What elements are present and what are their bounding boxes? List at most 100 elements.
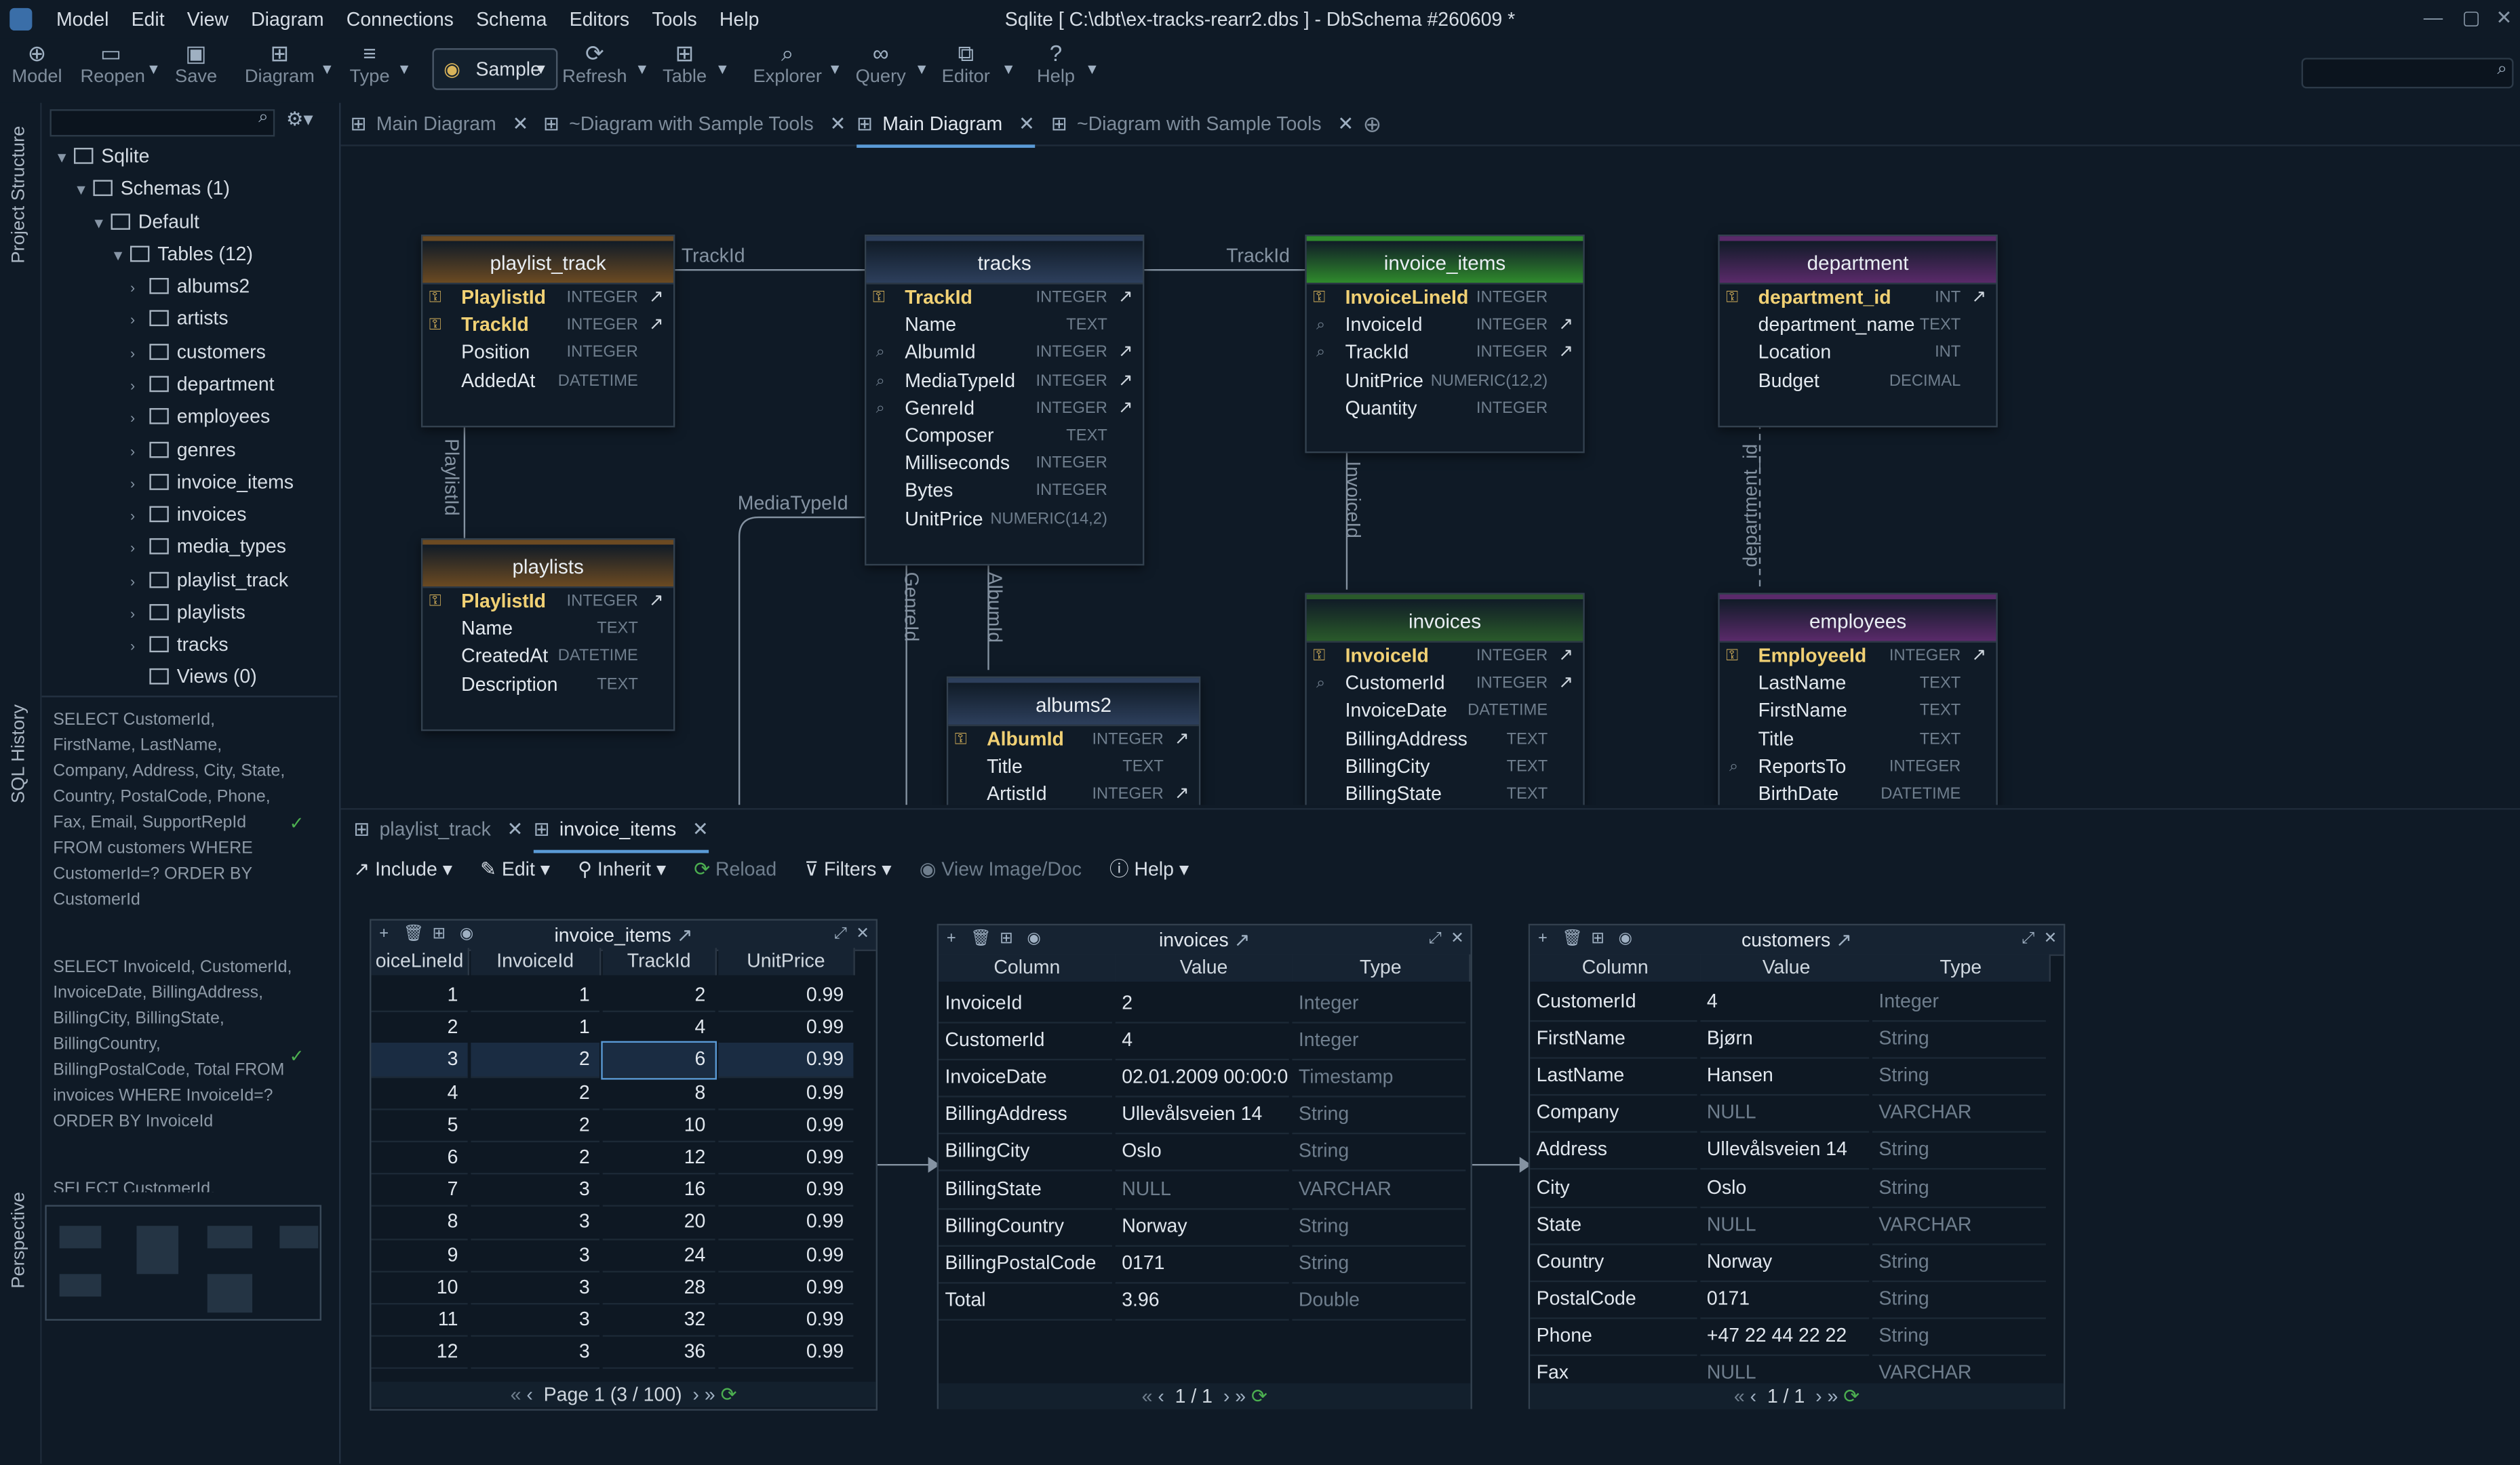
tree-schemas[interactable]: ▼ Schemas (1) <box>74 176 230 199</box>
tree-table-department[interactable]: › department <box>130 367 275 399</box>
last-page-icon[interactable]: » <box>1827 1384 1838 1408</box>
grid-cell[interactable]: 4 <box>1115 1022 1289 1061</box>
entity-column[interactable]: Position INTEGER <box>461 341 638 364</box>
tree-table-invoice-items[interactable]: › invoice_items <box>130 466 294 498</box>
tree-icon[interactable]: ⊞ <box>432 925 446 944</box>
chevron-down-icon[interactable]: ▼ <box>397 61 412 77</box>
grid-cell[interactable]: 0.99 <box>718 1270 854 1305</box>
first-page-icon[interactable]: « <box>510 1383 521 1406</box>
close-icon[interactable]: ✕ <box>512 112 529 136</box>
close-icon[interactable]: ✕ <box>692 818 709 841</box>
grid-cell[interactable]: String <box>1292 1245 1466 1284</box>
grid-cell[interactable]: BillingCity <box>939 1133 1112 1172</box>
entity-column[interactable]: BillingCity TEXT <box>1345 755 1548 778</box>
trash-icon[interactable]: 🗑 <box>1562 930 1583 948</box>
tab-perspective[interactable]: Perspective <box>9 1192 29 1289</box>
grid-cell[interactable]: Total <box>939 1282 1112 1321</box>
grid-cell[interactable]: 24 <box>602 1238 715 1272</box>
help-button[interactable]: ? Help ▼ <box>1031 39 1099 87</box>
chevron-right-icon[interactable]: › <box>130 442 136 459</box>
grid-cell[interactable]: NULL <box>1700 1206 1870 1245</box>
grid-cell[interactable]: Oslo <box>1700 1169 1870 1208</box>
grid-cell[interactable]: 0.99 <box>718 978 854 1013</box>
pager[interactable]: « ‹ 1 / 1 › » ⟳ <box>939 1383 1471 1409</box>
chevron-down-icon[interactable]: ▼ <box>319 61 334 77</box>
grid-cell[interactable]: Norway <box>1115 1207 1289 1247</box>
entity-title[interactable]: playlists <box>422 540 673 588</box>
grid-cell[interactable]: 0.99 <box>718 1205 854 1240</box>
entity-column[interactable]: ⌕ InvoiceId INTEGER ↗ <box>1307 312 1583 340</box>
chevron-right-icon[interactable]: › <box>130 279 136 296</box>
grid-cell[interactable]: String <box>1872 1020 2046 1060</box>
entity-column[interactable]: ⌕ MediaTypeId INTEGER ↗ <box>866 367 1143 395</box>
chevron-right-icon[interactable]: › <box>130 409 136 426</box>
prev-page-icon[interactable]: ‹ <box>1158 1384 1164 1408</box>
grid-cell[interactable]: State <box>1530 1206 1697 1245</box>
chevron-down-icon[interactable]: ▼ <box>914 61 929 77</box>
grid-cell[interactable]: 0.99 <box>718 1141 854 1175</box>
sample-dropdown[interactable]: ◉ Sample ▼ <box>432 48 558 90</box>
history-item[interactable]: SELECT CustomerId, FirstName, LastName, … <box>53 710 286 910</box>
grid-cell[interactable]: String <box>1292 1096 1466 1136</box>
grid-cell[interactable]: 0.99 <box>718 1076 854 1110</box>
entity-column[interactable]: BillingState TEXT <box>1345 782 1548 805</box>
add-tab-button[interactable]: ⊕ <box>1362 111 1382 137</box>
entity-column[interactable]: Description TEXT <box>461 672 638 696</box>
entity-column[interactable]: Quantity INTEGER <box>1345 396 1548 419</box>
grid-cell[interactable]: Phone <box>1530 1317 1697 1357</box>
refresh-button[interactable]: ⟳ Refresh ▼ <box>559 39 649 87</box>
grid-cell[interactable]: 2 <box>471 1043 599 1078</box>
grid-cell[interactable]: CustomerId <box>1530 983 1697 1022</box>
tree-search-input[interactable]: ⌕ <box>50 108 275 137</box>
entity-column[interactable]: Milliseconds INTEGER <box>905 451 1107 475</box>
grid-cell[interactable]: String <box>1292 1133 1466 1172</box>
grid-cell[interactable]: 3 <box>471 1238 599 1272</box>
maximize-icon[interactable]: ⤢ <box>2022 930 2035 948</box>
menu-item-editors[interactable]: Editors <box>569 7 630 31</box>
grid-cell[interactable]: NULL <box>1115 1170 1289 1209</box>
trash-icon[interactable]: 🗑 <box>970 930 991 948</box>
first-page-icon[interactable]: « <box>1733 1384 1745 1408</box>
tab-sql-history[interactable]: SQL History <box>9 704 29 803</box>
maximize-icon[interactable]: ⤢ <box>833 925 847 944</box>
grid-cell[interactable]: 20 <box>602 1205 715 1240</box>
menu-item-view[interactable]: View <box>186 7 229 31</box>
chevron-right-icon[interactable]: › <box>130 312 136 329</box>
grid-invoices[interactable]: + 🗑 ⊞ ◉ invoices ↗ ⤢ ✕ Column Value Type InvoiceId… <box>937 923 1472 1409</box>
last-page-icon[interactable]: » <box>704 1383 715 1406</box>
grid-cell[interactable]: 0.99 <box>718 1011 854 1045</box>
entity-department[interactable]: department ⚿ department_id INT ↗ department_n… <box>1718 235 1998 428</box>
grid-cell[interactable]: 0.99 <box>718 1303 854 1338</box>
grid-cell[interactable]: 4 <box>602 1011 715 1045</box>
query-button[interactable]: ∞ Query ▼ <box>852 39 929 87</box>
entity-column[interactable]: ⌕ TrackId INTEGER ↗ <box>1307 340 1583 367</box>
entity-title[interactable]: invoice_items <box>1306 236 1583 285</box>
close-window-icon[interactable]: ✕ <box>2496 6 2513 29</box>
global-search-input[interactable]: ⌕ <box>2301 58 2514 89</box>
entity-column[interactable]: BillingAddress TEXT <box>1345 727 1548 750</box>
entity-column[interactable]: ⌕ GenreId INTEGER ↗ <box>866 395 1143 422</box>
grid-cell[interactable]: 3 <box>471 1205 599 1240</box>
entity-column[interactable]: LastName TEXT <box>1758 672 1961 695</box>
grid-cell[interactable]: CustomerId <box>939 1022 1112 1061</box>
save-button[interactable]: ▣ Save <box>174 39 218 87</box>
tab-bottom-playlist-track[interactable]: ⊞ playlist_track ✕ <box>353 818 524 841</box>
grid-cell[interactable]: Hansen <box>1700 1058 1870 1096</box>
minimize-icon[interactable]: — <box>2423 6 2443 29</box>
entity-title[interactable]: employees <box>1719 594 1996 643</box>
grid-cell[interactable]: 4 <box>371 1076 468 1110</box>
grid-cell[interactable]: String <box>1872 1169 2046 1208</box>
add-icon[interactable]: + <box>1537 930 1548 948</box>
grid-cell[interactable]: FirstName <box>1530 1020 1697 1060</box>
grid-cell[interactable]: Integer <box>1872 983 2046 1022</box>
menu-item-connections[interactable]: Connections <box>346 7 454 31</box>
pager[interactable]: « ‹ 1 / 1 › » ⟳ <box>1530 1383 2064 1409</box>
grid-invoice-items[interactable]: + 🗑 ⊞ ◉ invoice_items ↗ ⤢ ✕ oiceLineId InvoiceId… <box>370 919 878 1411</box>
tree-icon[interactable]: ⊞ <box>1591 930 1605 948</box>
grid-cell[interactable]: String <box>1292 1207 1466 1247</box>
entity-column[interactable]: Location INT <box>1758 341 1961 364</box>
editor-button[interactable]: ⧉ Editor ▼ <box>935 39 1016 87</box>
trash-icon[interactable]: 🗑 <box>403 925 424 944</box>
grid-cell[interactable]: 2 <box>471 1141 599 1175</box>
grid-cell[interactable]: 8 <box>602 1076 715 1110</box>
